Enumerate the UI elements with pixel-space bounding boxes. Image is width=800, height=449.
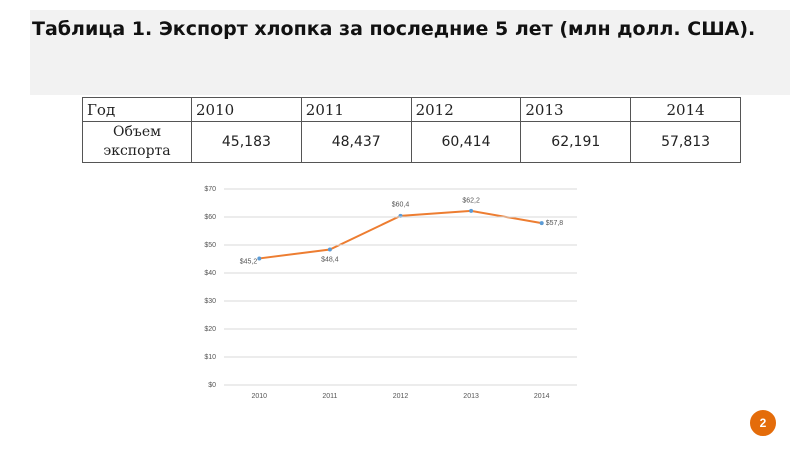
cell: 48,437 — [300, 121, 412, 163]
y-tick-label: $20 — [204, 326, 216, 333]
table-header: Год 2010 2011 2012 2013 2014 — [82, 97, 741, 122]
x-tick-label: 2014 — [534, 393, 550, 400]
header-cell: 2012 — [410, 97, 522, 122]
page-badge — [748, 408, 778, 438]
marker — [327, 247, 332, 252]
value-label: $48,4 — [321, 256, 339, 263]
y-tick-label: $40 — [204, 270, 216, 277]
cell: 60,414 — [410, 121, 522, 163]
header-cell: 2014 — [630, 97, 741, 122]
y-tick-label: $30 — [204, 298, 216, 305]
cell: 45,183 — [191, 121, 302, 163]
marker — [257, 256, 262, 261]
export-table: Год 2010 2011 2012 2013 2014 Объем экспо… — [82, 97, 741, 163]
slide-title: Таблица 1. Экспорт хлопка за последние 5… — [32, 18, 756, 40]
x-tick-label: 2010 — [252, 393, 268, 400]
y-tick-label: $50 — [204, 242, 216, 249]
title-band — [30, 10, 790, 95]
marker — [539, 221, 544, 226]
y-tick-label: $70 — [204, 186, 216, 193]
page-number: 2 — [760, 416, 767, 430]
y-tick-label: $0 — [208, 382, 216, 389]
y-tick-label: $60 — [204, 214, 216, 221]
line — [259, 209, 542, 260]
value-label: $62,2 — [462, 198, 480, 205]
value-label: $60,4 — [392, 202, 410, 209]
value-label: $57,8 — [546, 220, 564, 227]
row-label: Объем экспорта — [82, 121, 192, 163]
cell: 62,191 — [520, 121, 632, 163]
x-tick-label: 2012 — [393, 393, 409, 400]
x-tick-label: 2011 — [322, 393, 337, 400]
cell: 57,813 — [630, 121, 741, 163]
table-row: Объем экспорта 45,183 48,437 60,414 62,1… — [82, 121, 741, 163]
value-label: $45,2 — [240, 258, 258, 265]
marker — [469, 208, 474, 213]
x-tick-label: 2013 — [463, 393, 479, 400]
y-tick-label: $10 — [204, 354, 216, 361]
